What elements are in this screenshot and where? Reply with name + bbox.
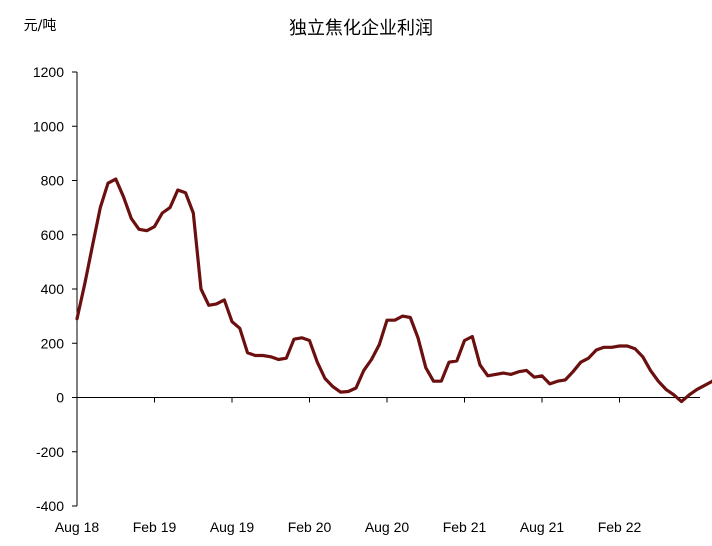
y-tick-label: 600	[41, 227, 65, 243]
x-tick-label: Feb 22	[598, 519, 642, 535]
plot-area	[75, 177, 712, 404]
y-tick-label: 1200	[33, 64, 64, 80]
y-tick-label: 800	[41, 173, 65, 189]
x-tick-label: Feb 19	[133, 519, 177, 535]
series-line	[75, 177, 712, 404]
x-tick-label: Aug 19	[210, 519, 255, 535]
y-tick-label: -200	[36, 444, 64, 460]
y-tick-label: 200	[41, 335, 65, 351]
x-tick-label: Aug 21	[520, 519, 565, 535]
y-tick-label: -400	[36, 498, 64, 514]
x-tick-label: Aug 18	[55, 519, 100, 535]
y-tick-label: 1000	[33, 118, 64, 134]
chart-title: 独立焦化企业利润	[289, 18, 433, 39]
x-tick-label: Feb 20	[288, 519, 332, 535]
axes	[72, 71, 700, 507]
x-tick-label: Aug 20	[365, 519, 410, 535]
x-tick-labels: Aug 18 Feb 19 Aug 19 Feb 20 Aug 20 Feb 21 Aug …	[55, 519, 642, 535]
y-tick-label: 0	[56, 390, 64, 406]
y-axis-unit: 元/吨	[24, 18, 57, 34]
x-tick-label: Feb 21	[443, 519, 487, 535]
y-tick-label: 400	[41, 281, 65, 297]
y-tick-labels: -400 -200 0 200 400 600 800 1000 1200	[33, 64, 64, 514]
